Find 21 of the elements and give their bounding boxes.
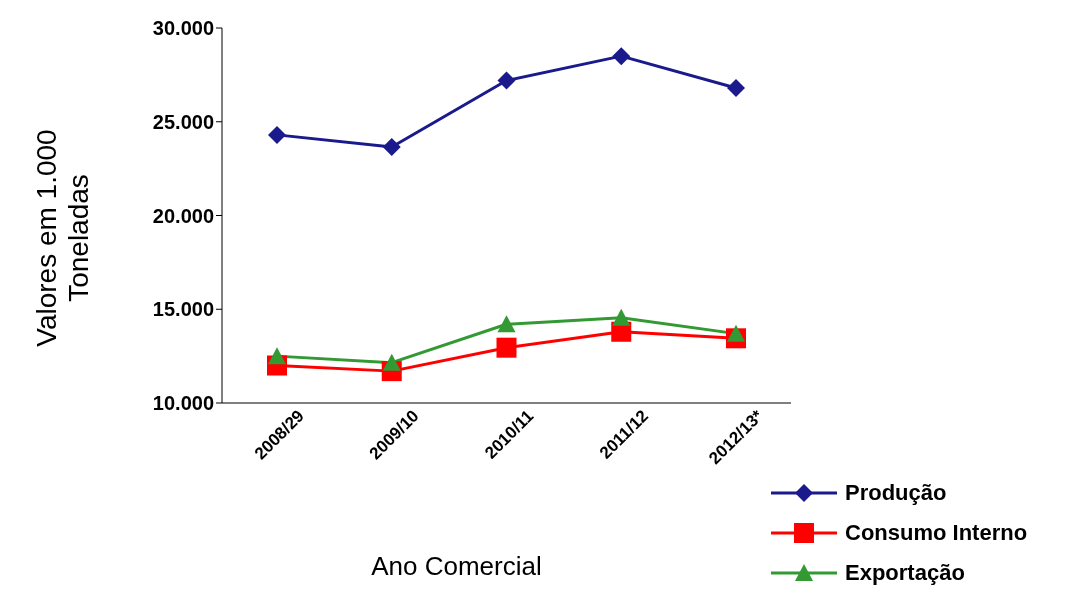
point [268, 347, 286, 365]
y-tick-label: 15.000 [152, 298, 214, 321]
point [497, 71, 516, 90]
point [612, 308, 631, 326]
point [496, 337, 517, 358]
point [382, 138, 401, 157]
y-axis-title: Valores em 1.000 Toneladas [31, 128, 95, 349]
point [268, 125, 286, 144]
x-axis-title: Ano Comercial [371, 551, 542, 581]
y-tick-label: 20.000 [152, 204, 214, 227]
point [612, 47, 631, 66]
point [727, 324, 745, 342]
legend-label: Consumo Interno [845, 520, 1028, 546]
y-tick-label: 10.000 [152, 392, 214, 415]
y-tick-label: 30.000 [152, 17, 214, 40]
point [382, 353, 401, 371]
point [497, 315, 516, 333]
legend-label: Produção [845, 480, 947, 506]
legend-label: Exportação [845, 560, 965, 586]
point [727, 79, 745, 97]
y-tick-label: 25.000 [152, 110, 214, 133]
